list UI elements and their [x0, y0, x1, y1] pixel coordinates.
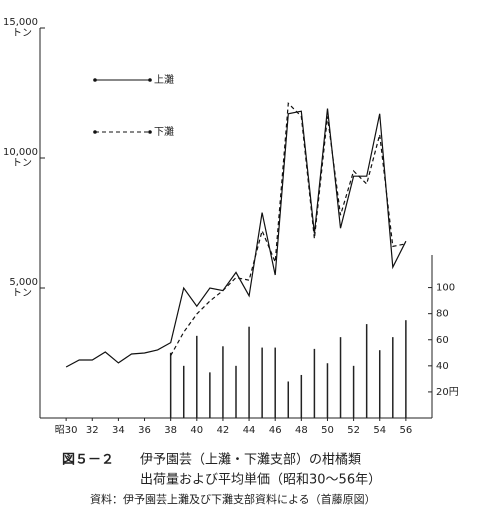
- x-tick-label: 42: [217, 425, 230, 436]
- y2-tick-label: 60: [436, 335, 449, 346]
- x-tick-label: 48: [295, 425, 308, 436]
- x-tick-label: 34: [112, 425, 125, 436]
- y-tick-label: 10,000: [3, 147, 38, 158]
- series-line: [170, 102, 407, 356]
- y-tick-unit: トン: [12, 288, 32, 299]
- x-tick-label: 昭30: [55, 424, 78, 436]
- x-tick-label: 54: [373, 425, 386, 436]
- y-tick-label: 5,000: [9, 277, 38, 288]
- source-note: 資料：伊予園芸上灘及び下灘支部資料による（首藤原図）: [90, 492, 376, 506]
- x-tick-label: 32: [86, 425, 99, 436]
- chart-title: 伊予園芸（上灘・下灘支部）の柑橘類: [140, 452, 361, 468]
- y2-tick-label: 80: [436, 309, 449, 320]
- figure-label: 図５－２: [62, 453, 114, 468]
- y-tick-unit: トン: [12, 158, 32, 169]
- x-tick-label: 44: [243, 425, 256, 436]
- legend-dot: [93, 130, 97, 134]
- x-tick-label: 40: [190, 425, 203, 436]
- y2-tick-label: 40: [436, 361, 449, 372]
- legend-dot: [148, 130, 152, 134]
- x-tick-label: 46: [269, 425, 282, 436]
- legend-label: 上灘: [154, 73, 174, 86]
- x-tick-label: 56: [399, 425, 412, 436]
- x-tick-label: 36: [138, 425, 151, 436]
- y2-tick-label: 20円: [436, 387, 459, 398]
- legend-label: 下灘: [154, 125, 174, 138]
- y2-tick-label: 100: [436, 283, 455, 294]
- chart-subtitle: 出荷量および平均単価（昭和30～56年）: [140, 472, 381, 488]
- series-line: [65, 108, 407, 368]
- x-tick-label: 52: [347, 425, 360, 436]
- legend-dot: [93, 78, 97, 82]
- legend-dot: [148, 78, 152, 82]
- y-tick-unit: トン: [12, 28, 32, 39]
- x-tick-label: 38: [164, 425, 177, 436]
- x-tick-label: 50: [321, 425, 334, 436]
- y-tick-label: 15,000: [3, 17, 38, 28]
